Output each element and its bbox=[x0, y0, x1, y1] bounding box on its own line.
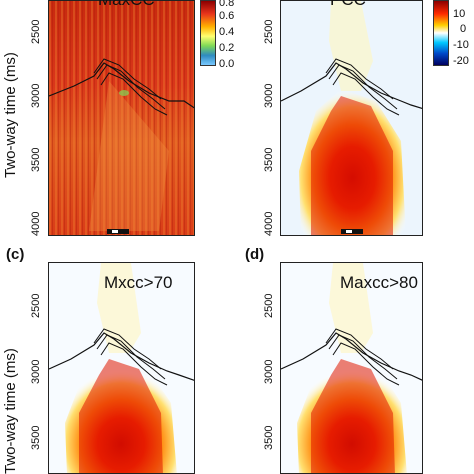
colorbar-b-tick-10: 10 bbox=[453, 8, 466, 20]
tick-3000-c: 3000 bbox=[30, 359, 42, 384]
colorbar-b-gradient bbox=[434, 1, 448, 65]
panel-a-image bbox=[49, 1, 194, 235]
tick-3500-a: 3500 bbox=[30, 147, 42, 172]
panel-a-title: MaxCC bbox=[98, 0, 155, 10]
panel-c-title: Mxcc>70 bbox=[104, 273, 173, 292]
panel-b-title: PCC bbox=[330, 0, 366, 10]
panel-d-image bbox=[281, 263, 422, 473]
tick-3000-a: 3000 bbox=[30, 83, 42, 108]
colorbar-a-tick-0.2: 0.2 bbox=[219, 42, 235, 54]
panel-d-title: Maxcc>80 bbox=[340, 273, 418, 292]
tick-2500-c: 2500 bbox=[30, 293, 42, 318]
colorbar-b-tick-0: 0 bbox=[460, 23, 467, 35]
colorbar-b-tick-neg20: -20 bbox=[453, 55, 469, 67]
tick-3000-b: 3000 bbox=[263, 83, 275, 108]
colorbar-a-tick-0.8: 0.8 bbox=[219, 0, 235, 9]
tick-4000-a: 4000 bbox=[30, 211, 42, 236]
panel-b-pcc-section bbox=[280, 0, 423, 236]
colorbar-b-tick-neg10: -10 bbox=[453, 39, 469, 51]
tick-2500-b: 2500 bbox=[263, 19, 275, 44]
tick-3500-b: 3500 bbox=[263, 147, 275, 172]
panel-c-image bbox=[49, 263, 194, 473]
tick-3500-d: 3500 bbox=[263, 425, 275, 450]
tick-3500-c: 3500 bbox=[30, 425, 42, 450]
panel-a-maxcc-section bbox=[48, 0, 195, 236]
colorbar-a-tick-0.6: 0.6 bbox=[219, 10, 235, 22]
colorbar-a bbox=[200, 0, 216, 66]
y-axis-label-top: Two-way time (ms) bbox=[2, 52, 19, 178]
panel-d-maxcc80-section bbox=[280, 262, 423, 474]
tick-2500-a: 2500 bbox=[30, 19, 42, 44]
panel-c-mxcc70-section bbox=[48, 262, 195, 474]
panel-b-image bbox=[281, 1, 422, 235]
colorbar-a-tick-0.4: 0.4 bbox=[219, 26, 235, 38]
tick-3000-d: 3000 bbox=[263, 359, 275, 384]
panel-d-label: (d) bbox=[245, 246, 265, 263]
panel-c-label: (c) bbox=[6, 246, 25, 263]
tick-2500-d: 2500 bbox=[263, 293, 275, 318]
colorbar-b bbox=[433, 0, 449, 66]
y-axis-label-bottom: Two-way time (ms) bbox=[2, 348, 19, 474]
colorbar-a-tick-0.0: 0.0 bbox=[219, 58, 235, 70]
tick-4000-b: 4000 bbox=[263, 211, 275, 236]
colorbar-a-gradient bbox=[201, 1, 215, 65]
